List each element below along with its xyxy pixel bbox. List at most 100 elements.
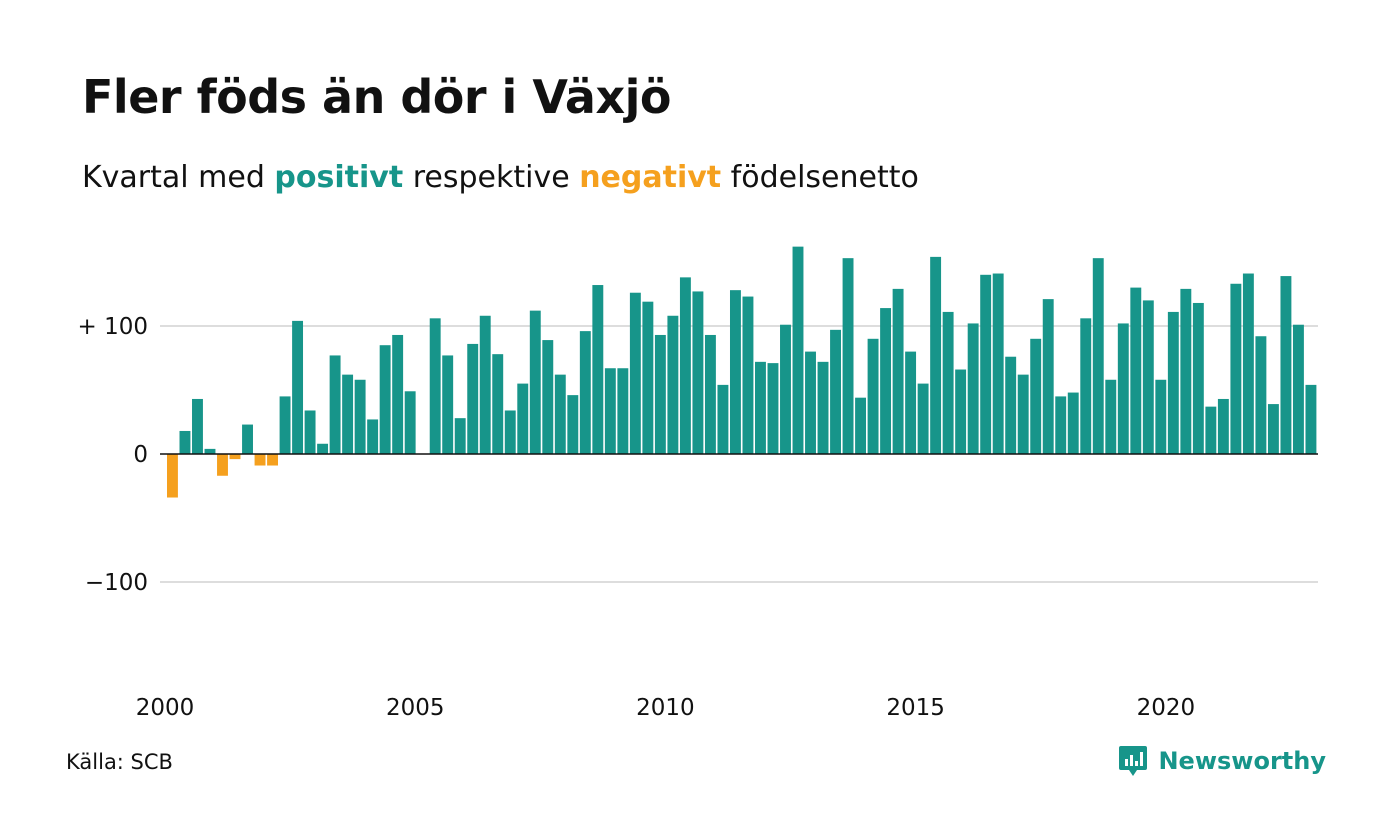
y-tick-label: −100 [85,570,148,596]
bar-quarter-16 [367,419,379,454]
bar-quarter-79 [1155,379,1167,454]
bar-quarter-65 [980,274,992,454]
bar-quarter-80 [1167,311,1179,454]
bar-quarter-68 [1017,374,1029,454]
bar-quarter-51 [805,351,816,454]
bar-quarter-23 [454,418,466,454]
bar-quarter-7 [254,454,266,466]
subtitle-negative-word: negativt [579,160,722,195]
bar-quarter-31 [554,374,566,454]
bar-quarter-25 [479,315,491,454]
subtitle-prefix: Kvartal med [82,160,275,195]
bar-quarter-86 [1242,273,1254,454]
bar-quarter-73 [1080,318,1092,454]
bar-quarter-26 [492,354,504,454]
bar-quarter-5 [229,454,241,460]
bar-quarter-74 [1092,258,1104,454]
chart-subtitle: Kvartal med positivt respektive negativt… [82,160,919,195]
bar-quarter-35 [604,368,616,454]
bar-quarter-39 [654,334,666,454]
bar-quarter-56 [867,338,879,454]
bar-quarter-37 [629,292,641,454]
bar-quarter-38 [642,301,654,454]
bar-quarter-13 [329,355,341,454]
bar-quarter-61 [930,256,942,454]
bar-quarter-45 [729,290,741,454]
bar-quarter-87 [1255,336,1267,454]
bar-quarter-41 [679,277,691,454]
bar-quarter-54 [842,258,854,454]
bar-quarter-34 [592,285,604,454]
bar-quarter-75 [1105,379,1117,454]
bar-quarter-28 [517,383,529,454]
y-tick-label: 0 [133,442,148,468]
bar-quarter-67 [1005,356,1017,454]
bar-quarter-21 [429,318,441,454]
bar-quarter-72 [1067,392,1079,454]
bar-quarter-58 [892,288,904,454]
bar-quarter-3 [204,448,216,454]
bar-quarter-42 [692,291,704,454]
bar-quarter-43 [704,334,716,454]
bar-quarter-9 [279,396,291,454]
bars [167,246,1317,498]
bar-quarter-18 [392,334,404,454]
bar-quarter-36 [617,368,629,454]
bar-quarter-12 [317,443,329,454]
bar-quarter-50 [792,246,804,454]
source-note: Källa: SCB [66,750,173,774]
x-axis-labels: 2000 2005 2010 2015 2020 [136,695,1195,721]
bar-quarter-82 [1192,302,1204,454]
bar-quarter-22 [442,355,454,454]
bar-quarter-10 [292,320,304,454]
bar-quarter-70 [1042,299,1054,454]
brand-name: Newsworthy [1158,747,1326,775]
bar-quarter-66 [992,273,1004,454]
bar-quarter-48 [767,363,779,454]
subtitle-suffix: födelsenetto [721,160,919,195]
bar-quarter-47 [755,361,766,454]
bar-quarter-2 [192,398,203,454]
bar-quarter-8 [267,454,278,466]
bar-quarter-19 [404,391,416,454]
bar-quarter-59 [905,351,917,454]
bar-quarter-33 [579,331,591,454]
x-tick-label: 2000 [136,695,195,721]
brand-logo: Newsworthy [1118,744,1326,778]
bar-quarter-81 [1180,288,1192,454]
bar-quarter-77 [1130,287,1142,454]
bar-quarter-1 [179,430,191,454]
bar-quarter-63 [955,369,967,454]
bar-quarter-53 [830,329,841,454]
bar-quarter-62 [942,311,954,454]
x-tick-label: 2015 [886,695,945,721]
bar-quarter-49 [780,324,791,454]
bar-quarter-15 [354,379,366,454]
bar-quarter-30 [542,340,554,454]
bar-quarter-71 [1055,396,1067,454]
bar-quarter-52 [817,361,829,454]
bar-quarter-27 [504,410,516,454]
bar-quarter-40 [667,315,679,454]
bar-quarter-32 [567,395,579,454]
bar-quarter-14 [342,374,354,454]
x-tick-label: 2010 [636,695,695,721]
bar-quarter-76 [1117,323,1129,454]
bar-quarter-0 [167,454,178,498]
bar-quarter-6 [242,424,253,454]
x-tick-label: 2020 [1137,695,1196,721]
bar-quarter-46 [742,296,754,454]
bar-quarter-69 [1030,338,1042,454]
bar-quarter-17 [379,345,391,454]
bar-quarter-4 [217,454,228,476]
y-axis-labels: + 100 0 −100 [78,314,148,596]
bar-quarter-57 [880,308,892,454]
y-tick-label: + 100 [78,314,148,340]
bar-quarter-60 [917,383,929,454]
subtitle-middle: respektive [403,160,580,195]
chart-title: Fler föds än dör i Växjö [82,70,672,124]
bar-quarter-78 [1142,300,1154,454]
bar-quarter-29 [529,310,541,454]
bar-quarter-91 [1305,384,1317,454]
